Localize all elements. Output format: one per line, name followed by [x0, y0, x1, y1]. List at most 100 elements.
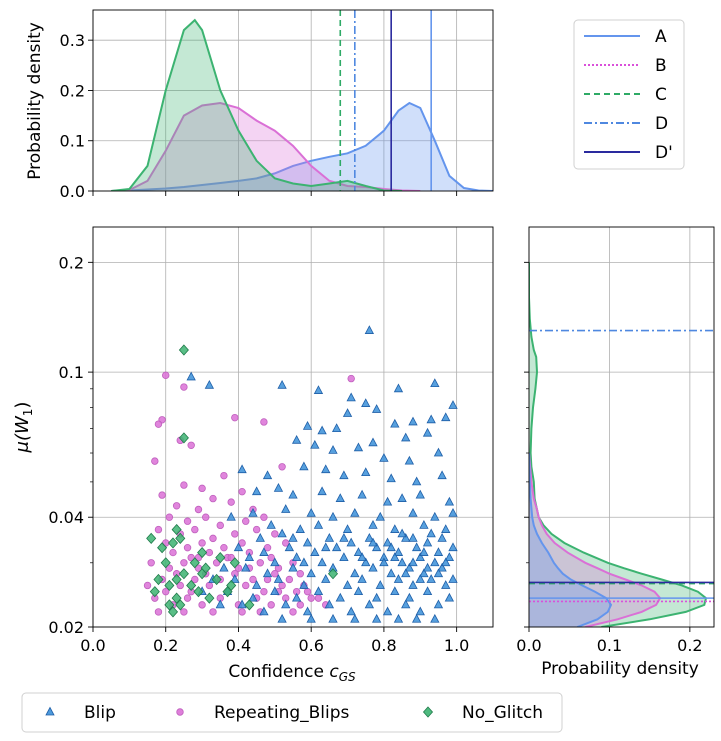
point-blip [448, 400, 458, 409]
point-repeating_blips [242, 581, 250, 590]
point-repeating_blips [278, 581, 286, 590]
point-blip [342, 524, 353, 533]
scatter-ytick-label: 0.2 [59, 253, 84, 272]
point-blip [390, 418, 400, 428]
point-blip [259, 547, 269, 556]
point-blip [430, 613, 440, 623]
scatter-ylabel-subscript: 1 [21, 409, 35, 417]
point-repeating_blips [165, 513, 174, 521]
point-repeating_blips [194, 505, 203, 514]
point-blip [364, 599, 375, 609]
point-repeating_blips [282, 539, 290, 547]
point-blip [448, 542, 458, 552]
point-blip [339, 552, 349, 561]
point-blip [408, 557, 418, 567]
point-repeating_blips [198, 484, 206, 493]
point-blip [244, 552, 255, 561]
point-blip [430, 511, 440, 521]
scatter-xtick-label: 1.0 [444, 636, 469, 655]
point-repeating_blips [143, 581, 152, 590]
point-blip [313, 519, 324, 529]
point-blip [299, 580, 309, 589]
marker-legend-items: Blip Repeating_Blips No_Glitch [45, 703, 543, 723]
top-density-fill-blip [111, 103, 493, 191]
scatter-xlabel-symbol: c [329, 662, 339, 682]
point-repeating_blips [271, 570, 279, 578]
point-blip [408, 416, 418, 426]
point-blip [393, 574, 404, 583]
scatter-ytick-label: 0.02 [48, 618, 84, 637]
point-no_glitch [149, 586, 160, 598]
point-blip [415, 606, 425, 616]
point-blip [317, 425, 327, 435]
point-blip [295, 524, 305, 533]
point-repeating_blips [209, 534, 217, 543]
point-blip [419, 547, 429, 556]
point-blip [433, 568, 444, 578]
point-blip [404, 562, 415, 572]
scatter-xtick-label: 0.6 [298, 636, 323, 655]
point-repeating_blips [249, 575, 257, 584]
point-blip [306, 507, 316, 517]
point-blip [408, 507, 418, 517]
point-blip [306, 613, 316, 623]
point-blip [386, 568, 396, 578]
top-ytick-label: 0.1 [60, 132, 85, 151]
point-blip [328, 445, 338, 454]
point-repeating_blips [271, 530, 279, 538]
point-blip [386, 473, 396, 483]
point-blip [204, 379, 215, 389]
point-blip [368, 519, 378, 529]
point-blip [270, 586, 280, 596]
point-blip [335, 592, 345, 602]
point-repeating_blips [242, 517, 250, 525]
top-ytick-label: 0.2 [60, 81, 85, 100]
point-blip [328, 511, 338, 521]
scatter-y-ticks: 0.02 0.04 0.1 0.2 [48, 253, 93, 637]
point-repeating_blips [209, 494, 217, 503]
point-blip [259, 606, 269, 616]
right-xtick-label: 0.1 [597, 636, 622, 655]
scatter-ytick-label: 0.04 [48, 508, 84, 527]
point-blip [393, 613, 404, 623]
point-repeating_blips [151, 457, 159, 465]
point-repeating_blips [191, 575, 199, 584]
scatter-xtick-label: 0.2 [153, 636, 178, 655]
point-blip [262, 568, 273, 578]
point-blip [237, 599, 247, 609]
point-repeating_blips [231, 530, 239, 538]
point-blip [342, 580, 353, 589]
point-repeating_blips [162, 371, 170, 380]
point-repeating_blips [238, 608, 246, 616]
point-repeating_blips [289, 608, 297, 616]
point-blip [262, 470, 273, 480]
scatter-axes-frame [92, 226, 494, 628]
point-blip [368, 437, 378, 447]
point-blip [288, 533, 298, 542]
point-blip [342, 408, 353, 417]
point-blip [437, 470, 447, 480]
point-repeating_blips [198, 539, 206, 547]
scatter-xtick-label: 0.0 [80, 636, 105, 655]
right-density-line-repeating_blips [529, 452, 662, 627]
point-no_glitch [164, 599, 175, 611]
point-no_glitch [222, 586, 233, 598]
point-repeating_blips [183, 543, 192, 552]
point-repeating_blips [260, 513, 268, 521]
point-blip [321, 574, 331, 583]
point-blip [237, 464, 247, 474]
point-blip [415, 552, 425, 561]
point-blip [386, 542, 396, 552]
point-blip [415, 574, 425, 583]
point-blip [310, 439, 320, 449]
point-blip [397, 557, 407, 567]
point-repeating_blips [256, 559, 264, 567]
top-x-ticks [92, 191, 458, 196]
point-repeating_blips [172, 502, 181, 510]
line-legend-label: D [655, 114, 668, 134]
point-blip [331, 542, 342, 552]
point-repeating_blips [220, 471, 228, 480]
point-blip [426, 414, 436, 424]
point-repeating_blips [303, 587, 312, 596]
